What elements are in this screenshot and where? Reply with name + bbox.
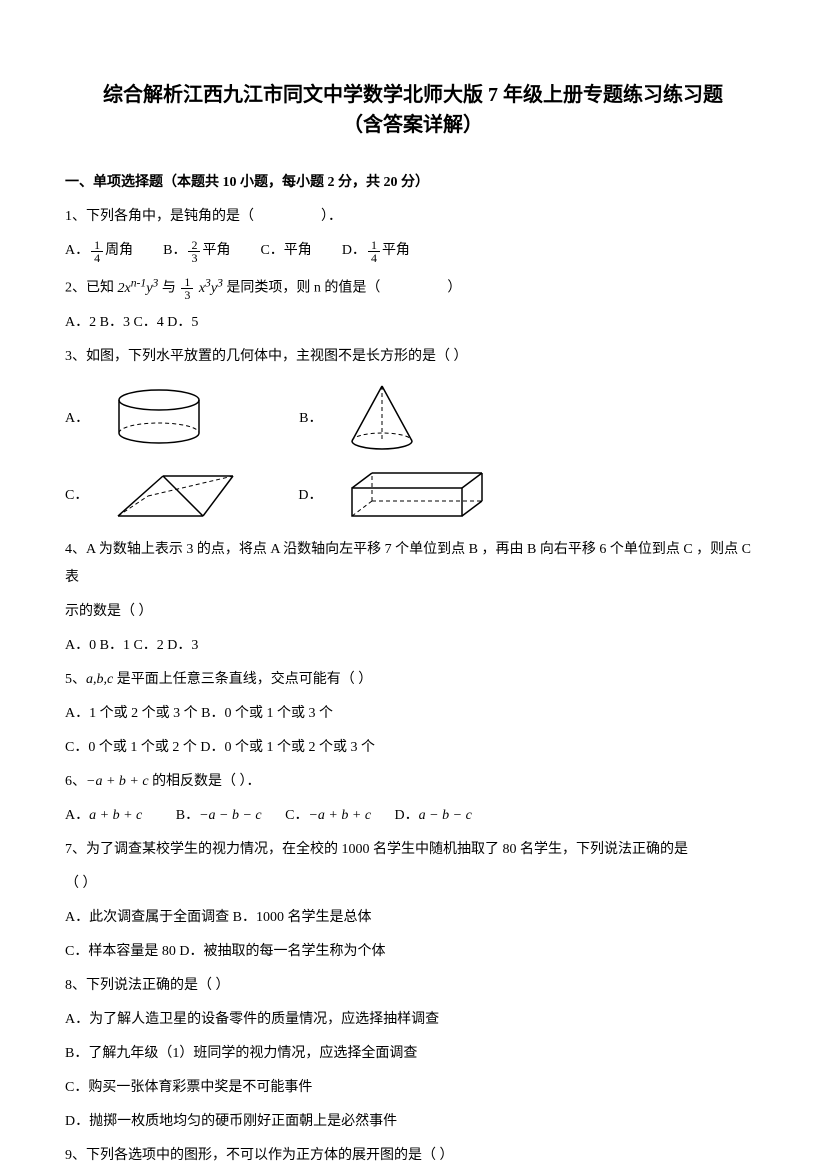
cylinder-icon bbox=[109, 388, 209, 448]
q8-d: D．抛掷一枚质地均匀的硬币刚好正面朝上是必然事件 bbox=[65, 1108, 761, 1136]
label-A: A． bbox=[65, 406, 89, 431]
q1-optD: D． 1 4 平角 bbox=[342, 237, 410, 265]
q8-a: A．为了解人造卫星的设备零件的质量情况，应选择抽样调查 bbox=[65, 1006, 761, 1034]
fraction: 1 4 bbox=[91, 239, 103, 264]
question-6: 6、−a + b + c 的相反数是（ ）． bbox=[65, 768, 761, 796]
q5-rest: 是平面上任意三条直线，交点可能有（ ） bbox=[113, 672, 372, 687]
label-C: C． bbox=[65, 483, 88, 508]
q5-pre: 5、 bbox=[65, 672, 86, 687]
q7-line1: A．此次调查属于全面调查 B．1000 名学生是总体 bbox=[65, 904, 761, 932]
q1-text-end: ）． bbox=[321, 209, 342, 224]
rectangular-prism-icon bbox=[342, 468, 492, 523]
cone-icon bbox=[342, 381, 422, 456]
title-line2: （含答案详解） bbox=[343, 114, 483, 136]
question-5: 5、a,b,c 是平面上任意三条直线，交点可能有（ ） bbox=[65, 666, 761, 694]
formula: x3y3 bbox=[199, 281, 223, 296]
q3-row2: C． D． bbox=[65, 466, 761, 526]
q6-A: A． bbox=[65, 808, 89, 823]
question-7: 7、为了调查某校学生的视力情况，在全校的 1000 名学生中随机抽取了 80 名… bbox=[65, 836, 761, 864]
q6-C: C． bbox=[285, 808, 308, 823]
document-title: 综合解析江西九江市同文中学数学北师大版 7 年级上册专题练习练习题 （含答案详解… bbox=[65, 80, 761, 140]
section-header: 一、单项选择题（本题共 10 小题，每小题 2 分，共 20 分） bbox=[65, 170, 761, 195]
fraction: 1 3 bbox=[181, 276, 193, 301]
abc: a,b,c bbox=[86, 672, 113, 687]
expr: −a + b + c bbox=[86, 774, 149, 789]
q8-b: B．了解九年级（1）班同学的视力情况，应选择全面调查 bbox=[65, 1040, 761, 1068]
q6-D: D． bbox=[395, 808, 419, 823]
q4-options: A．0 B．1 C．2 D．3 bbox=[65, 632, 761, 660]
question-3: 3、如图，下列水平放置的几何体中，主视图不是长方形的是（ ） bbox=[65, 343, 761, 371]
fraction: 2 3 bbox=[188, 239, 200, 264]
q4-text2: 示的数是（ ） bbox=[65, 598, 761, 626]
q1-optA: A． 1 4 周角 bbox=[65, 237, 133, 265]
q3-row1: A． B． bbox=[65, 381, 761, 456]
q5-line1: A．1 个或 2 个或 3 个 B．0 个或 1 个或 3 个 bbox=[65, 700, 761, 728]
title-line1: 综合解析江西九江市同文中学数学北师大版 7 年级上册专题练习练习题 bbox=[103, 84, 723, 106]
question-2: 2、已知 2xn-1y3 与 1 3 x3y3 是同类项，则 n 的值是（ ） bbox=[65, 271, 761, 303]
q7-text2: （ ） bbox=[65, 870, 761, 898]
label-D: D． bbox=[298, 483, 322, 508]
question-1: 1、下列各角中，是钝角的是（ ）． bbox=[65, 203, 761, 231]
question-4: 4、A 为数轴上表示 3 的点，将点 A 沿数轴向左平移 7 个单位到点 B ，… bbox=[65, 536, 761, 592]
q6-B: B． bbox=[176, 808, 199, 823]
q1-optC: C．平角 bbox=[260, 237, 311, 265]
q6-pre: 6、 bbox=[65, 774, 86, 789]
formula: 2xn-1y3 bbox=[118, 281, 159, 296]
q6-options: A．a + b + c B．−a − b − c C．−a + b + c D．… bbox=[65, 802, 761, 830]
q1-optB: B． 2 3 平角 bbox=[163, 237, 230, 265]
q8-c: C．购买一张体育彩票中奖是不可能事件 bbox=[65, 1074, 761, 1102]
question-8: 8、下列说法正确的是（ ） bbox=[65, 972, 761, 1000]
triangular-prism-icon bbox=[108, 466, 238, 526]
q2-options: A．2 B．3 C．4 D．5 bbox=[65, 309, 761, 337]
label-B: B． bbox=[299, 406, 322, 431]
q1-text: 1、下列各角中，是钝角的是（ bbox=[65, 209, 254, 224]
q6-rest: 的相反数是（ ）． bbox=[149, 774, 261, 789]
q5-line2: C．0 个或 1 个或 2 个 D．0 个或 1 个或 2 个或 3 个 bbox=[65, 734, 761, 762]
fraction: 1 4 bbox=[368, 239, 380, 264]
q1-options: A． 1 4 周角 B． 2 3 平角 C．平角 D． 1 4 平角 bbox=[65, 237, 761, 265]
q7-line2: C．样本容量是 80 D．被抽取的每一名学生称为个体 bbox=[65, 938, 761, 966]
question-9: 9、下列各选项中的图形，不可以作为正方体的展开图的是（ ） bbox=[65, 1142, 761, 1170]
